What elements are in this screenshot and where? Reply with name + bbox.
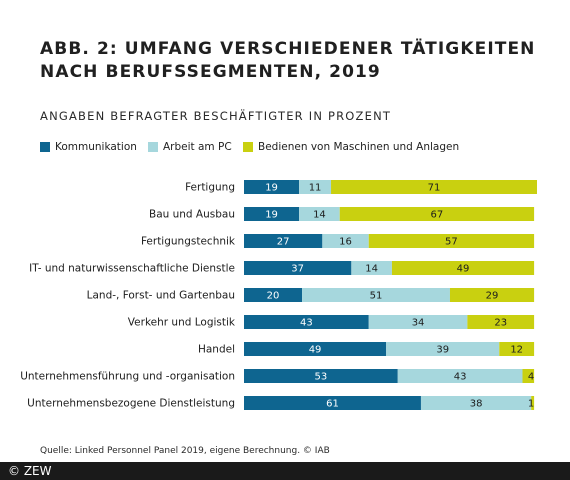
bar-bau-und-ausbau-series-2 [339, 207, 535, 221]
bar-unternehmensbezogene-dienstleistung-series-2 [531, 396, 535, 410]
data-label-it-und-naturwissenschaftliche-dienstle-series-1: 14 [365, 264, 378, 275]
bar-verkehr-und-logistik-series-1 [368, 315, 468, 329]
data-label-unternehmensbezogene-dienstleistung-series-0: 61 [326, 399, 339, 410]
category-label-fertigungstechnik: Fertigungstechnik [141, 236, 236, 248]
data-label-bau-und-ausbau-series-1: 14 [313, 210, 326, 221]
bar-it-und-naturwissenschaftliche-dienstle-series-2 [391, 261, 535, 275]
category-label-fertigung: Fertigung [185, 182, 235, 194]
category-label-it-und-naturwissenschaftliche-dienstle: IT- und naturwissenschaftliche Dienstle [29, 263, 235, 275]
chart-title: ABB. 2: UMFANG VERSCHIEDENER TÄTIGKEITEN… [40, 39, 536, 82]
bar-fertigung-series-2 [331, 180, 537, 194]
bar-it-und-naturwissenschaftliche-dienstle-series-0 [244, 261, 352, 275]
legend-label-maschinen: Bedienen von Maschinen und Anlagen [258, 141, 460, 153]
category-label-handel: Handel [198, 344, 235, 356]
bar-unternehmensf-hrung-und-organisation-series-1 [397, 369, 523, 383]
bar-fertigungstechnik-series-0 [244, 234, 323, 248]
category-label-bau-und-ausbau: Bau und Ausbau [149, 209, 235, 221]
bar-bau-und-ausbau-series-1 [299, 207, 340, 221]
data-label-handel-series-2: 12 [510, 345, 523, 356]
data-label-unternehmensf-hrung-und-organisation-series-2: 4 [528, 372, 534, 383]
category-label-unternehmensf-hrung-und-organisation: Unternehmensführung und -organisation [20, 371, 235, 383]
data-label-unternehmensbezogene-dienstleistung-series-1: 38 [470, 399, 483, 410]
data-label-land-forst-und-gartenbau-series-0: 20 [267, 291, 280, 302]
legend-label-kommunikation: Kommunikation [55, 141, 137, 153]
data-label-fertigung-series-2: 71 [428, 183, 441, 194]
bar-fertigung-series-0 [244, 180, 300, 194]
footer-bar: © ZEW [0, 462, 570, 480]
data-label-it-und-naturwissenschaftliche-dienstle-series-2: 49 [457, 264, 470, 275]
bar-unternehmensbezogene-dienstleistung-series-0 [244, 396, 421, 410]
bar-unternehmensf-hrung-und-organisation-series-0 [244, 369, 398, 383]
data-label-land-forst-und-gartenbau-series-2: 29 [486, 291, 499, 302]
bar-handel-series-1 [386, 342, 500, 356]
bar-bau-und-ausbau-series-0 [244, 207, 300, 221]
bar-unternehmensf-hrung-und-organisation-series-2 [522, 369, 535, 383]
data-label-bau-und-ausbau-series-2: 67 [431, 210, 444, 221]
legend-swatch-maschinen [243, 142, 253, 152]
data-label-bau-und-ausbau-series-0: 19 [265, 210, 278, 221]
legend-swatch-kommunikation [40, 142, 50, 152]
data-label-fertigungstechnik-series-0: 27 [277, 237, 290, 248]
category-label-verkehr-und-logistik: Verkehr und Logistik [128, 317, 236, 329]
data-label-verkehr-und-logistik-series-2: 23 [494, 318, 507, 329]
bar-land-forst-und-gartenbau-series-0 [244, 288, 303, 302]
chart-subtitle: ANGABEN BEFRAGTER BESCHÄFTIGTER IN PROZE… [40, 109, 392, 123]
data-label-handel-series-1: 39 [436, 345, 449, 356]
bar-handel-series-0 [244, 342, 387, 356]
data-label-fertigungstechnik-series-1: 16 [339, 237, 352, 248]
data-label-it-und-naturwissenschaftliche-dienstle-series-0: 37 [291, 264, 304, 275]
data-label-land-forst-und-gartenbau-series-1: 51 [370, 291, 383, 302]
bar-unternehmensbezogene-dienstleistung-series-1 [420, 396, 532, 410]
legend-swatch-arbeit-am-pc [148, 142, 158, 152]
bar-fertigungstechnik-series-2 [368, 234, 535, 248]
data-label-verkehr-und-logistik-series-1: 34 [412, 318, 425, 329]
legend-label-arbeit-am-pc: Arbeit am PC [163, 141, 232, 153]
bar-land-forst-und-gartenbau-series-2 [449, 288, 535, 302]
bar-handel-series-2 [499, 342, 535, 356]
data-label-unternehmensbezogene-dienstleistung-series-2: 1 [528, 399, 534, 410]
copyright-text: © ZEW [8, 464, 52, 478]
bar-it-und-naturwissenschaftliche-dienstle-series-1 [351, 261, 392, 275]
category-label-unternehmensbezogene-dienstleistung: Unternehmensbezogene Dienstleistung [27, 398, 235, 410]
source-note: Quelle: Linked Personnel Panel 2019, eig… [40, 446, 330, 456]
data-label-fertigungstechnik-series-2: 57 [445, 237, 458, 248]
data-label-fertigung-series-0: 19 [265, 183, 278, 194]
data-label-verkehr-und-logistik-series-0: 43 [300, 318, 313, 329]
data-label-unternehmensf-hrung-und-organisation-series-1: 43 [454, 372, 467, 383]
bar-verkehr-und-logistik-series-0 [244, 315, 369, 329]
bar-fertigung-series-1 [299, 180, 332, 194]
data-label-handel-series-0: 49 [309, 345, 322, 356]
bar-land-forst-und-gartenbau-series-1 [302, 288, 450, 302]
bar-fertigungstechnik-series-1 [322, 234, 369, 248]
data-label-fertigung-series-1: 11 [309, 183, 322, 194]
category-label-land-forst-und-gartenbau: Land-, Forst- und Gartenbau [87, 290, 235, 302]
bar-verkehr-und-logistik-series-2 [467, 315, 535, 329]
data-label-unternehmensf-hrung-und-organisation-series-0: 53 [315, 372, 328, 383]
